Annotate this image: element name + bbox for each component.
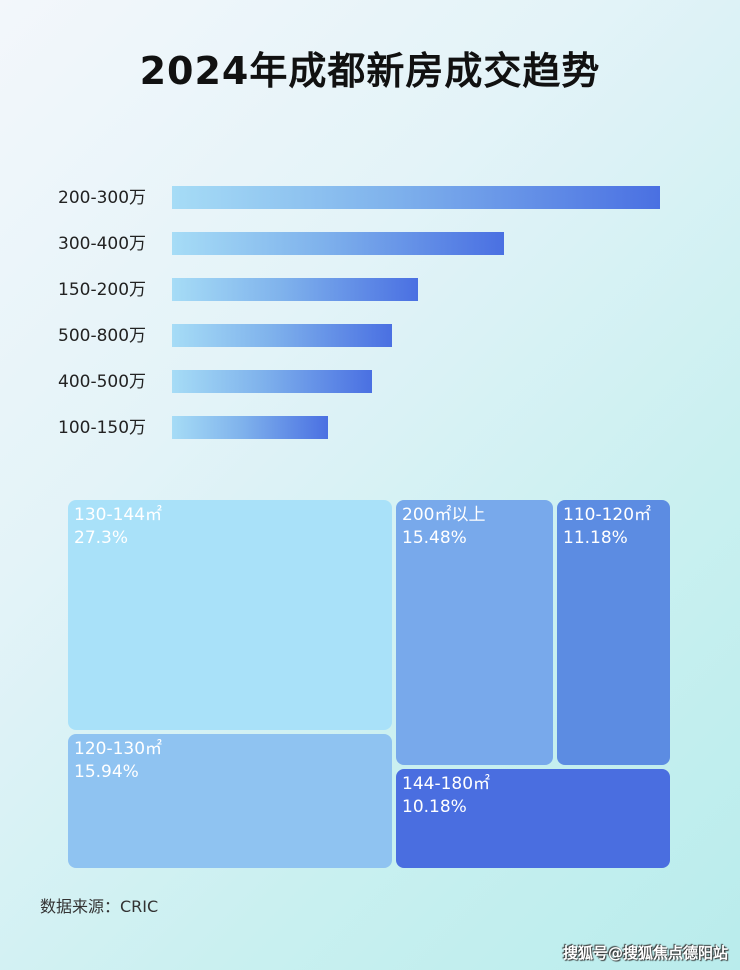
bar-label: 400-500万 [58,372,147,392]
cell-value: 15.94% [74,762,139,782]
bar-label: 500-800万 [58,326,147,346]
cell-label: 144-180㎡ [402,774,491,794]
cell-label: 130-144㎡ [74,505,163,525]
cell-label: 120-130㎡ [74,739,163,759]
cell-label: 200㎡以上 [402,505,486,525]
bar-label: 200-300万 [58,188,147,208]
cell-value: 27.3% [74,528,129,548]
cell-value: 10.18% [402,797,467,817]
bar-label: 100-150万 [58,418,147,438]
treemap-cell: 120-130㎡ 15.94% [68,734,392,868]
bar [172,232,504,255]
chart-title: 2024年成都新房成交趋势 [139,49,601,93]
bar [172,186,660,209]
treemap-cell: 200㎡以上 15.48% [396,500,553,765]
treemap-cell: 110-120㎡ 11.18% [557,500,670,765]
bar-label: 150-200万 [58,280,147,300]
cell-value: 15.48% [402,528,467,548]
bar [172,370,373,393]
bar [172,278,418,301]
data-source: 数据来源：CRIC [40,897,159,916]
treemap-cell: 144-180㎡ 10.18% [396,769,670,868]
bar-label: 300-400万 [58,234,147,254]
treemap-cell: 130-144㎡ 27.3% [68,500,392,730]
bar [172,416,329,439]
watermark: 搜狐号@搜狐焦点德阳站 [562,944,728,962]
bar [172,324,392,347]
cell-label: 110-120㎡ [563,505,652,525]
cell-value: 11.18% [563,528,628,548]
